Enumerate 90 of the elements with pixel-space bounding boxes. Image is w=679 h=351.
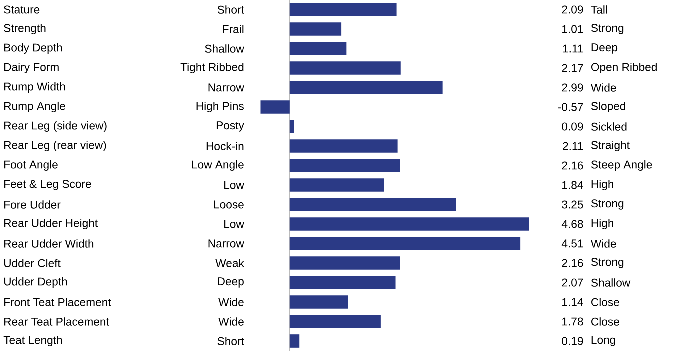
text: Short [218,337,244,346]
text: Shallow [591,278,631,287]
text: Short [218,6,244,14]
y-tick-label: Udder Depth [4,277,68,288]
text: Deep [592,44,618,54]
y-tick-label: Teat Length [4,336,62,347]
text: Narrow [208,84,244,92]
bar [290,22,342,36]
data-label: -0.57 [558,103,584,112]
bar [290,81,443,94]
bar [290,159,400,172]
text: Low [224,181,244,190]
data-label: 0.09 [562,122,584,131]
bar [290,3,397,16]
text: Strong [591,200,624,210]
bar [290,42,347,56]
data-label: 2.16 [562,259,584,268]
bar [290,178,384,192]
text: Close [592,298,620,306]
text: Wide [590,84,616,92]
text: Wide [590,240,616,248]
data-label: 2.09 [562,6,584,14]
text: Strong [591,258,624,268]
text: Frail [223,25,244,34]
text: Open Ribbed [591,62,657,74]
text: Wide [218,318,244,326]
data-label: 2.07 [562,278,584,287]
bar [290,237,521,250]
data-label: 1.14 [562,298,584,306]
data-label: 2.11 [563,142,584,150]
text: Weak [216,259,244,268]
text: Narrow [208,240,244,248]
text: Long [592,336,616,346]
data-label: 2.99 [562,84,584,92]
text: High Pins [196,102,244,113]
data-label: 1.84 [562,181,584,190]
text: Sickled [591,122,627,131]
text: Sloped [591,102,626,113]
bar [290,276,396,290]
data-label: 2.17 [562,64,584,72]
bar [290,256,400,270]
bar [290,296,348,309]
text: Strong [591,24,624,34]
bar [290,140,398,153]
text: High [592,180,614,191]
data-label: 2.16 [562,162,584,170]
text: High [592,218,614,230]
data-label: 4.68 [562,220,584,228]
y-tick-label: Foot Angle [4,160,58,172]
data-label: 1.11 [563,44,584,53]
y-tick-label: Rear Teat Placement [4,318,110,326]
text: Tight Ribbed [180,62,244,74]
bar [290,218,530,231]
text: Low Angle [192,160,244,172]
text: Close [592,318,620,326]
text: Loose [214,200,244,209]
y-tick-label: Body Depth [4,43,62,54]
y-tick-label: Rear Leg (side view) [4,121,107,132]
y-tick-label: Rear Leg (rear view) [4,140,106,152]
y-tick-label: Stature [4,6,40,14]
text: Straight [591,140,630,152]
text: Steep Angle [591,160,652,172]
text: Shallow [205,44,244,53]
y-tick-label: Dairy Form [4,62,59,74]
y-tick-label: Rump Width [4,82,66,94]
y-tick-label: Front Teat Placement [4,298,112,306]
data-label: 4.51 [562,240,584,248]
bar [290,198,456,212]
bar [290,120,294,134]
y-tick-label: Fore Udder [4,200,61,209]
y-tick-label: Rump Angle [4,102,66,113]
text: Posty [216,122,244,132]
data-label: 1.01 [562,25,584,34]
y-tick-label: Strength [4,24,46,35]
data-label: 0.19 [562,337,584,346]
data-label: 1.78 [562,318,584,326]
bar [290,62,401,75]
text: Hock-in [206,142,244,150]
text: Deep [218,278,244,288]
text: Low [224,220,244,228]
bar [290,315,381,328]
bar [290,334,300,348]
y-tick-label: Rear Udder Width [4,240,94,248]
text: Wide [218,298,244,306]
data-label: 3.25 [562,200,584,209]
y-tick-label: Feet & Leg Score [4,180,92,190]
text: Tall [591,6,608,14]
y-tick-label: Udder Cleft [4,259,61,268]
y-tick-label: Rear Udder Height [4,218,98,230]
bar [260,100,290,114]
